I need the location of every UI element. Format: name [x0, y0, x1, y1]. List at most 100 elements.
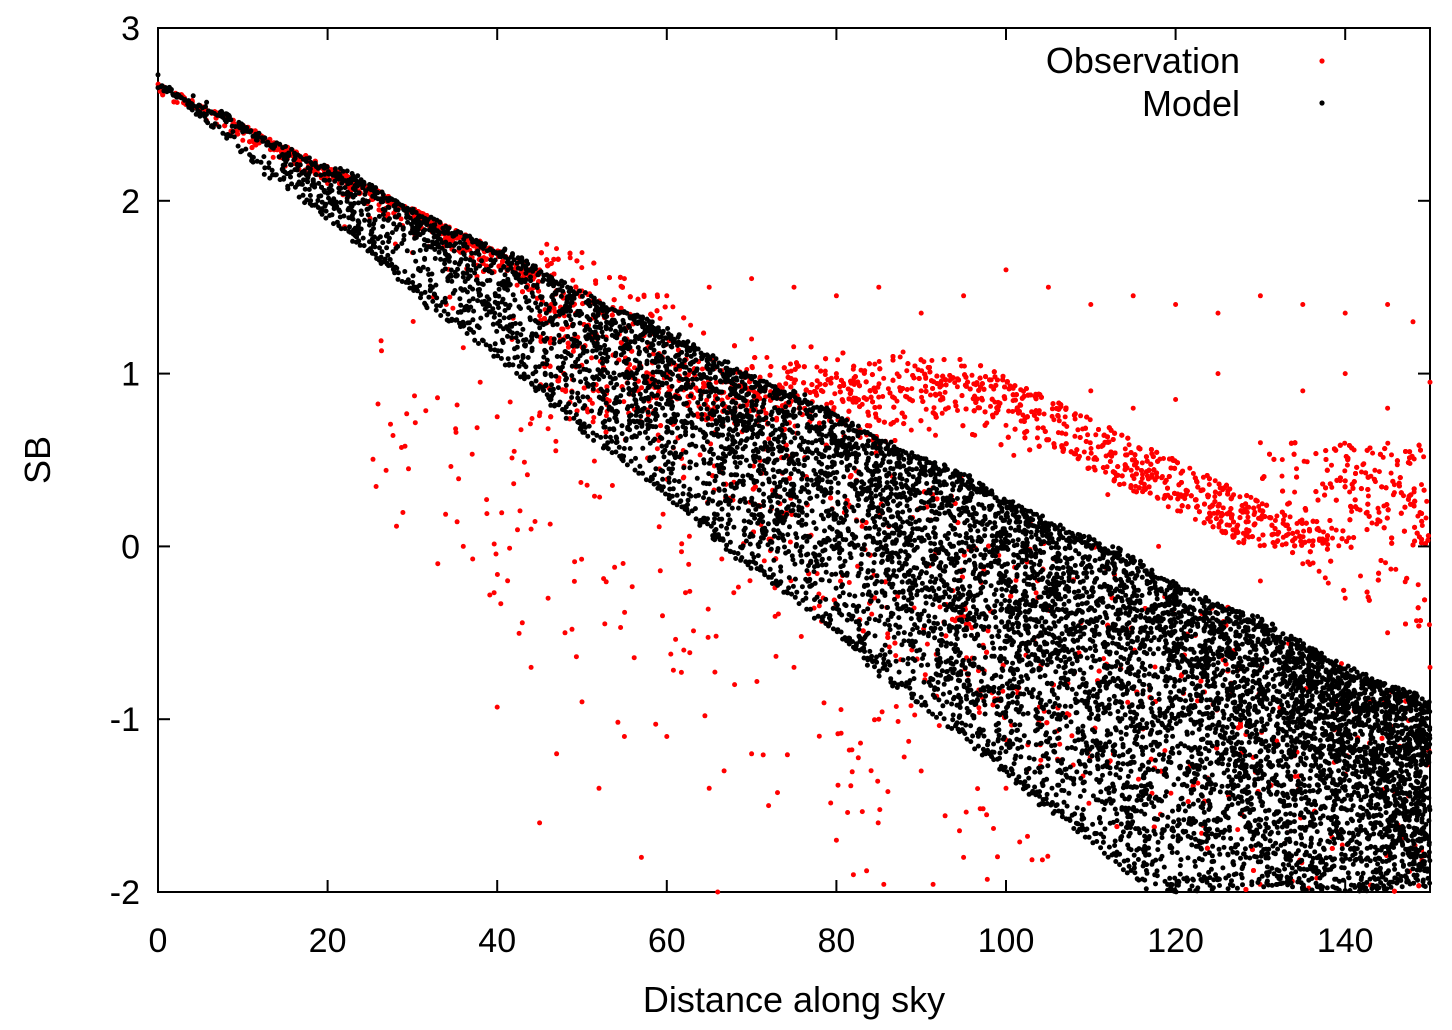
observation-point: [1344, 538, 1350, 544]
observation-point: [983, 374, 988, 380]
observation-point: [1033, 408, 1039, 414]
observation-point: [1068, 449, 1074, 455]
observation-point: [681, 315, 687, 321]
observation-point: [1022, 435, 1028, 441]
observation-point: [1323, 457, 1329, 462]
observation-point: [1218, 519, 1224, 524]
observation-point: [988, 383, 994, 389]
observation-point: [1423, 515, 1429, 521]
observation-point: [970, 432, 975, 437]
observation-point: [855, 563, 861, 569]
observation-point: [952, 618, 958, 624]
observation-point: [1375, 577, 1381, 583]
observation-point: [818, 388, 824, 394]
observation-point: [1353, 504, 1358, 510]
observation-point: [247, 139, 253, 145]
observation-point: [828, 495, 834, 501]
observation-point: [1410, 542, 1416, 548]
observation-point: [1025, 392, 1031, 398]
observation-point: [846, 408, 852, 414]
observation-point: [763, 410, 769, 416]
observation-point: [824, 401, 830, 407]
observation-point: [1398, 490, 1404, 496]
observation-point: [1396, 483, 1402, 489]
observation-point: [1327, 481, 1333, 487]
observation-point: [943, 633, 949, 639]
observation-point: [548, 414, 554, 420]
observation-point: [1103, 453, 1109, 459]
observation-point: [1325, 533, 1330, 539]
observation-point: [801, 380, 807, 386]
observation-point: [1287, 514, 1293, 520]
observation-point: [1168, 790, 1174, 796]
observation-point: [1259, 501, 1265, 507]
observation-point: [554, 246, 559, 252]
observation-point: [1204, 845, 1210, 851]
observation-point: [1421, 487, 1427, 493]
observation-point: [1251, 505, 1257, 511]
observation-point: [1358, 486, 1364, 492]
observation-point: [1234, 524, 1240, 530]
observation-point: [774, 417, 779, 423]
observation-point: [1117, 482, 1123, 487]
observation-point: [701, 330, 707, 336]
observation-point: [1403, 621, 1408, 627]
observation-point: [1236, 540, 1242, 545]
observation-point: [1152, 664, 1158, 670]
observation-point: [1018, 387, 1024, 393]
observation-point: [933, 432, 938, 438]
observation-point: [1163, 477, 1169, 483]
observation-point: [1359, 469, 1364, 475]
observation-point: [1344, 462, 1350, 468]
observation-point: [1063, 406, 1069, 412]
observation-point: [249, 145, 255, 151]
observation-point: [1183, 487, 1189, 493]
observation-point: [1075, 427, 1081, 433]
observation-point: [1213, 516, 1219, 522]
observation-point: [814, 378, 820, 384]
observation-point: [1132, 452, 1138, 458]
observation-point: [1307, 549, 1313, 555]
observation-point: [877, 404, 882, 410]
observation-point: [918, 418, 924, 424]
observation-point: [1301, 528, 1307, 534]
observation-point: [1347, 489, 1353, 495]
observation-point: [781, 365, 787, 371]
observation-point: [901, 421, 907, 427]
observation-point: [1346, 443, 1352, 448]
observation-point: [1085, 465, 1091, 471]
observation-point: [1063, 441, 1069, 447]
observation-point: [1128, 483, 1134, 488]
observation-point: [869, 611, 875, 617]
observation-point: [1129, 457, 1135, 463]
observation-point: [792, 366, 798, 372]
observation-point: [943, 382, 949, 388]
observation-point: [957, 357, 963, 362]
observation-point: [1210, 524, 1216, 530]
observation-point: [1404, 575, 1410, 581]
observation-point: [1369, 520, 1375, 526]
observation-point: [1057, 741, 1063, 747]
observation-point: [1262, 514, 1268, 520]
observation-point: [1014, 407, 1020, 413]
observation-point: [1330, 535, 1335, 541]
observation-point: [1290, 530, 1296, 536]
observation-point: [923, 383, 928, 389]
observation-point: [1333, 527, 1339, 533]
observation-point: [1365, 501, 1371, 507]
observation-point: [933, 414, 939, 420]
observation-point: [1019, 395, 1025, 401]
observation-point: [1161, 456, 1166, 461]
observation-point: [1054, 406, 1059, 411]
observation-point: [1166, 474, 1172, 479]
observation-point: [1303, 520, 1309, 526]
observation-point: [1178, 508, 1183, 514]
observation-point: [1131, 476, 1137, 482]
observation-point: [926, 426, 932, 432]
observation-point: [559, 326, 565, 332]
observation-point: [927, 369, 933, 375]
observation-point: [1087, 440, 1093, 446]
observation-point: [1036, 443, 1042, 449]
observation-point: [863, 379, 869, 385]
